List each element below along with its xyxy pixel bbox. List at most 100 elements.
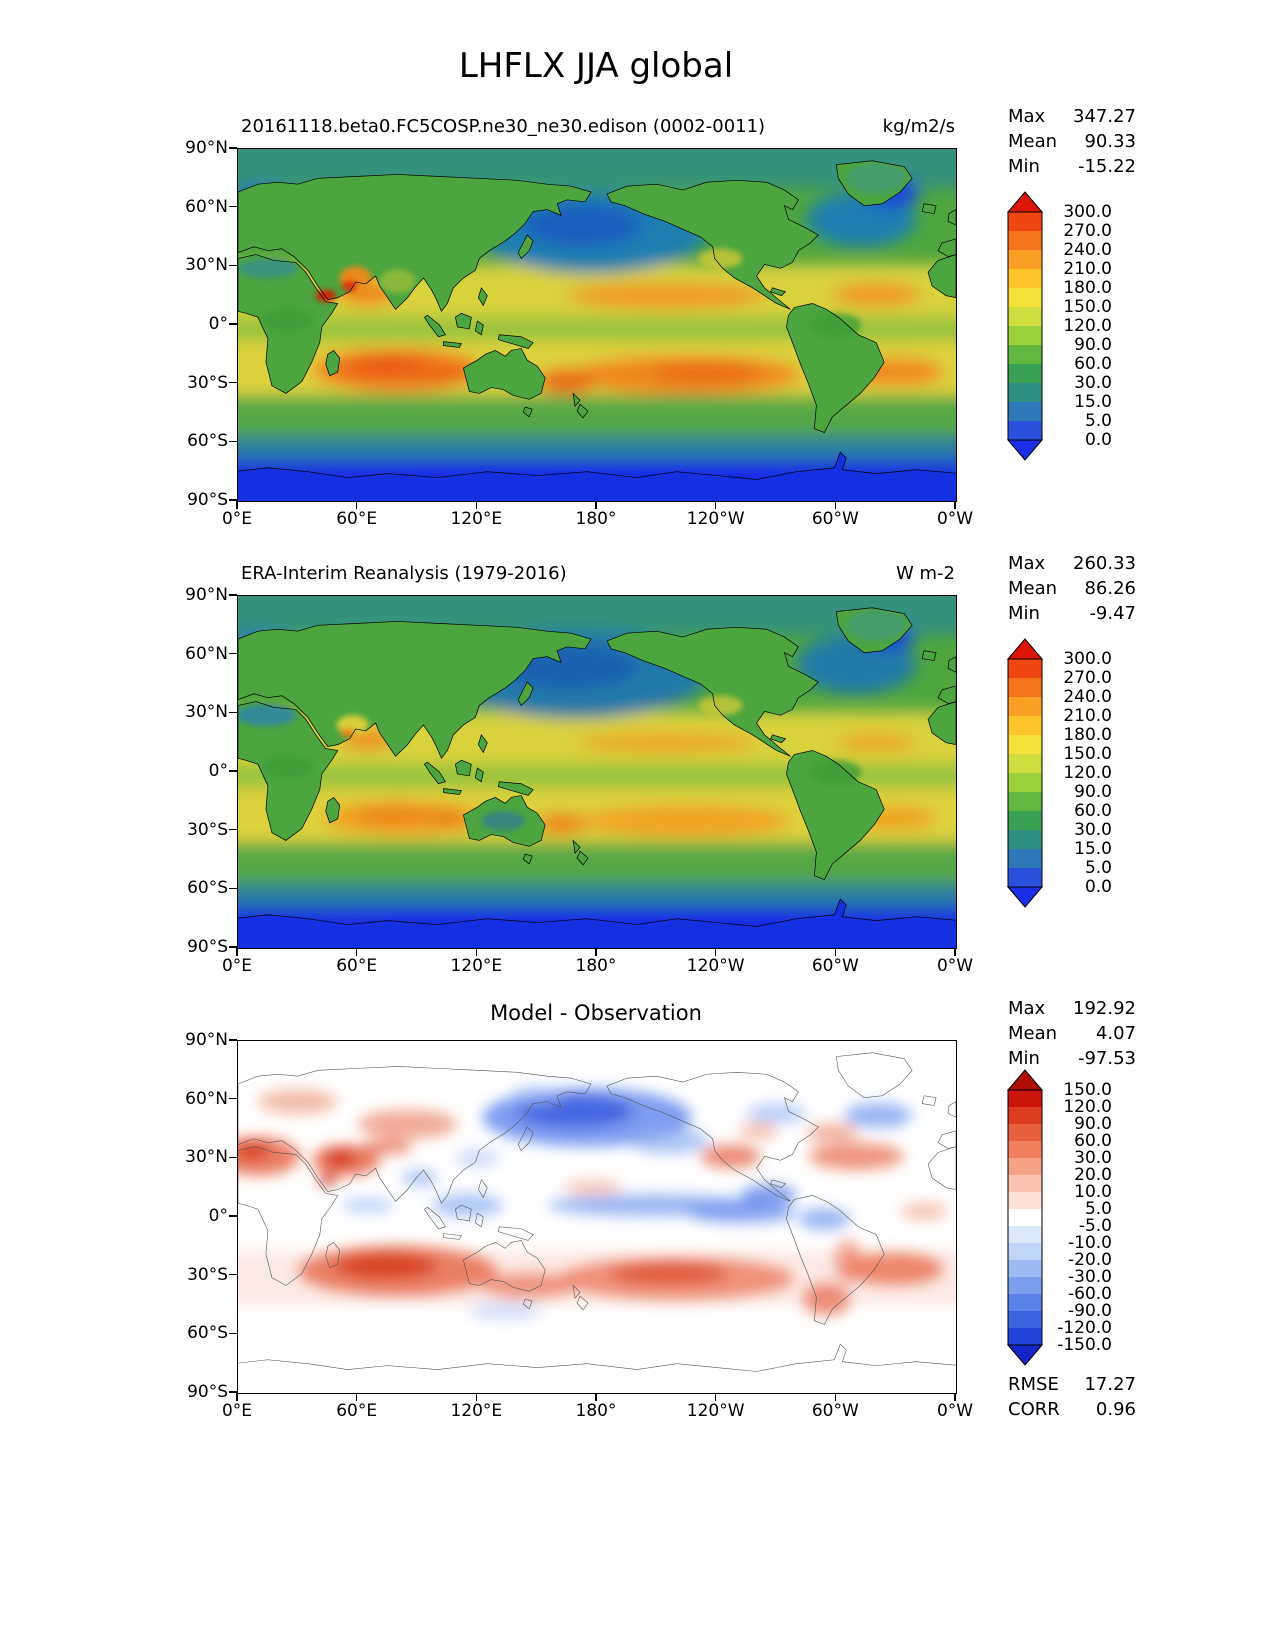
panel3-title: Model - Observation [490,1001,702,1025]
lat-tick-label: 90°N [185,138,228,158]
colorbar-tick-label: 210.0 [1063,259,1112,279]
lon-tick-label: 120°W [686,956,745,976]
panel1-stats: Max 347.27 Mean 90.33 Min -15.22 [1008,104,1136,179]
panel1-units: kg/m2/s [882,116,955,137]
metric-label: RMSE [1008,1374,1059,1395]
lat-tick-label: 60°S [187,878,228,899]
lat-tick-label: 0° [208,761,228,781]
stat-label: Max [1008,106,1046,127]
lon-tick-mark [595,501,597,509]
lat-tick-label: 30°S [187,819,228,840]
lon-tick-mark [356,948,358,956]
lon-tick-label: 120°E [450,1401,503,1421]
lat-tick-mark [229,770,237,772]
stat-label: Max [1008,553,1046,574]
lon-tick-mark [595,1393,597,1401]
metric-value: 0.96 [1095,1399,1136,1420]
lat-tick-mark [229,1156,237,1158]
observation-map [237,595,957,949]
lon-tick-label: 0°W [936,956,974,976]
stat-row: Min -97.53 [1008,1046,1136,1071]
lat-tick-label: 0° [208,314,228,334]
stat-row: Max 347.27 [1008,104,1136,129]
lon-tick-label: 180° [575,956,617,976]
stat-value: 90.33 [1084,131,1136,152]
difference-map [237,1040,957,1394]
colorbar-tick-label: 150.0 [1063,744,1112,764]
lon-tick-mark [475,501,477,509]
stat-value: -97.53 [1077,1048,1136,1069]
colorbar-tick-label: -5.0 [1078,1216,1112,1236]
colorbar-tick-label: 120.0 [1063,1097,1112,1117]
colorbar-tick-label: 0.0 [1084,877,1112,897]
lon-tick-label: 120°W [686,1401,745,1421]
lon-tick-label: 60°W [811,1401,859,1421]
difference-map-svg [238,1041,956,1393]
colorbar-tick-label: 30.0 [1074,373,1112,393]
colorbar-tick-label: 60.0 [1074,1131,1112,1151]
lon-tick-mark [715,501,717,509]
model-map-svg [238,149,956,501]
lon-tick-label: 0°E [221,509,253,529]
lat-tick-mark [229,323,237,325]
stat-label: Min [1008,603,1040,624]
colorbar-tick-label: 0.0 [1084,430,1112,450]
colorbar-tick-label: 90.0 [1074,1114,1112,1134]
lon-tick-mark [475,1393,477,1401]
lon-tick-mark [954,1393,956,1401]
colorbar-tick-label: 120.0 [1063,316,1112,336]
lat-tick-label: 30°N [185,1147,228,1168]
colorbar-tick-label: 240.0 [1063,240,1112,260]
lat-tick-label: 0° [208,1206,228,1226]
colorbar-tick-label: 300.0 [1063,649,1112,669]
stat-row: Mean 4.07 [1008,1021,1136,1046]
stat-value: -15.22 [1077,156,1136,177]
lon-tick-mark [356,1393,358,1401]
colorbar-tick-label: 120.0 [1063,763,1112,783]
stat-row: Min -15.22 [1008,154,1136,179]
stat-value: -9.47 [1089,603,1136,624]
colorbar-tick-label: -90.0 [1068,1301,1112,1321]
colorbar-tick-label: -150.0 [1057,1335,1112,1355]
colorbar-tick-label: 30.0 [1074,1148,1112,1168]
colorbar-tick-label: 150.0 [1063,1080,1112,1100]
figure-title: LHFLX JJA global [458,46,734,86]
lat-tick-mark [229,711,237,713]
lat-tick-mark [229,946,237,948]
lon-tick-mark [954,501,956,509]
stat-label: Min [1008,156,1040,177]
lon-tick-mark [356,501,358,509]
colorbar-tick-label: 5.0 [1084,411,1112,431]
lat-tick-mark [229,499,237,501]
lon-tick-label: 0°W [936,509,974,529]
lat-tick-label: 30°S [187,372,228,393]
lon-tick-mark [715,948,717,956]
lon-tick-mark [236,501,238,509]
colorbar-tick-label: 270.0 [1063,668,1112,688]
lon-tick-mark [954,948,956,956]
lon-tick-label: 120°W [686,509,745,529]
stat-row: Min -9.47 [1008,601,1136,626]
lat-tick-mark [229,147,237,149]
lat-tick-mark [229,594,237,596]
stat-value: 260.33 [1073,553,1136,574]
lon-tick-label: 60°W [811,509,859,529]
metric-label: CORR [1008,1399,1060,1420]
colorbar-tick-label: 180.0 [1063,278,1112,298]
lon-tick-mark [595,948,597,956]
stat-value: 347.27 [1073,106,1136,127]
colorbar-tick-label: 210.0 [1063,706,1112,726]
lat-tick-mark [229,382,237,384]
lat-tick-label: 30°N [185,255,228,276]
lat-tick-label: 60°N [185,643,228,664]
lon-tick-label: 0°W [936,1401,974,1421]
colorbar-tick-label: 240.0 [1063,687,1112,707]
stat-row: Mean 86.26 [1008,576,1136,601]
panel3-stats: Max 192.92 Mean 4.07 Min -97.53 [1008,996,1136,1071]
colorbar [1007,1069,1043,1366]
colorbar-tick-label: 5.0 [1084,858,1112,878]
lon-tick-label: 0°E [221,956,253,976]
stat-label: Mean [1008,131,1058,152]
metric-row: RMSE 17.27 [1008,1372,1136,1397]
panel3-metrics: RMSE 17.27 CORR 0.96 [1008,1372,1136,1422]
